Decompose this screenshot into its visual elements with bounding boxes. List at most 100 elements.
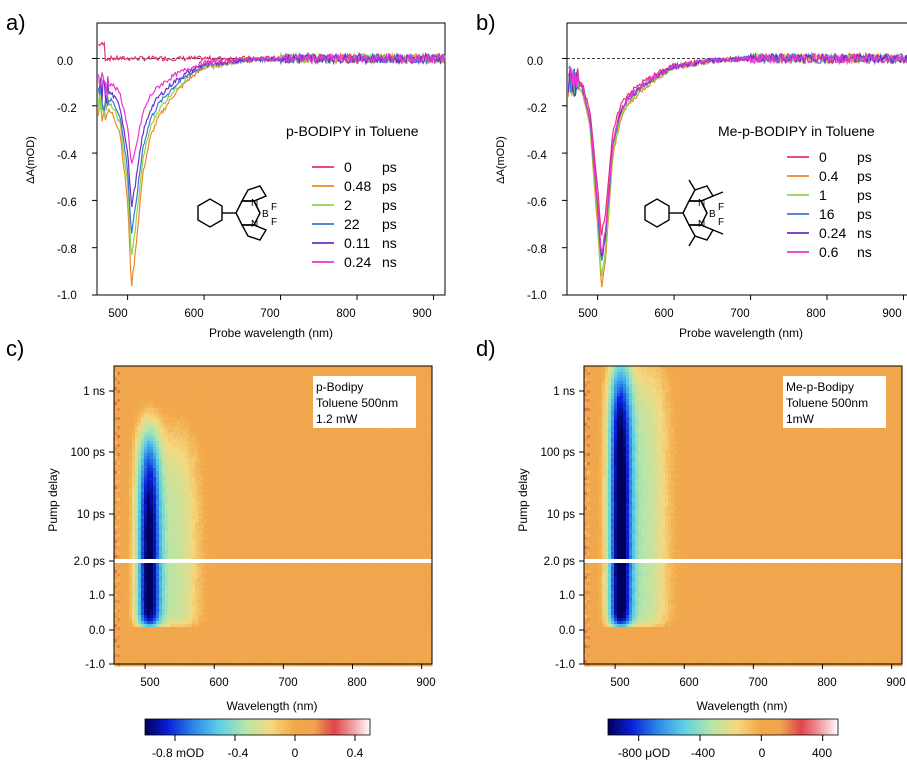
x-tick-a-3: 800 bbox=[336, 308, 355, 320]
heatmap-cell-c bbox=[147, 384, 150, 387]
heatmap-cell-c bbox=[336, 465, 339, 468]
heatmap-cell-c bbox=[117, 468, 120, 471]
heatmap-cell-c bbox=[165, 411, 168, 414]
heatmap-cell-c bbox=[417, 483, 420, 486]
heatmap-cell-c bbox=[114, 438, 117, 441]
heatmap-cell-c bbox=[213, 429, 216, 432]
heatmap-cell-c bbox=[375, 366, 378, 369]
heatmap-cell-c bbox=[120, 486, 123, 489]
heatmap-cell-c bbox=[204, 429, 207, 432]
heatmap-cell-c bbox=[297, 450, 300, 453]
heatmap-cell-c bbox=[132, 483, 135, 486]
heatmap-cell-c bbox=[174, 426, 177, 429]
heatmap-cell-c bbox=[345, 495, 348, 498]
heatmap-cell-c bbox=[291, 417, 294, 420]
heatmap-cell-c bbox=[297, 477, 300, 480]
heatmap-cell-c bbox=[297, 501, 300, 504]
heatmap-cell-c bbox=[282, 474, 285, 477]
heatmap-cell-c bbox=[375, 471, 378, 474]
heatmap-cell-c bbox=[339, 444, 342, 447]
heatmap-cell-c bbox=[225, 432, 228, 435]
heatmap-cell-c bbox=[357, 429, 360, 432]
heatmap-cell-c bbox=[231, 375, 234, 378]
heatmap-cell-c bbox=[258, 390, 261, 393]
heatmap-cell-c bbox=[279, 387, 282, 390]
heatmap-cell-c bbox=[234, 396, 237, 399]
heatmap-cell-c bbox=[168, 480, 171, 483]
heatmap-cell-c bbox=[207, 369, 210, 372]
heatmap-cell-c bbox=[156, 456, 159, 459]
y-tick-a-1: -0.2 bbox=[57, 103, 77, 115]
heatmap-cell-c bbox=[195, 447, 198, 450]
heatmap-cell-c bbox=[228, 378, 231, 381]
heatmap-cell-c bbox=[207, 447, 210, 450]
heatmap-cell-c bbox=[285, 405, 288, 408]
heatmap-cell-c bbox=[231, 474, 234, 477]
heatmap-cell-c bbox=[393, 429, 396, 432]
heatmap-cell-c bbox=[396, 498, 399, 501]
heatmap-cell-c bbox=[360, 435, 363, 438]
heatmap-cell-c bbox=[120, 471, 123, 474]
heatmap-cell-c bbox=[249, 444, 252, 447]
heatmap-cell-c bbox=[138, 450, 141, 453]
heatmap-cell-c bbox=[237, 495, 240, 498]
heatmap-cell-c bbox=[360, 489, 363, 492]
heatmap-cell-c bbox=[330, 444, 333, 447]
heatmap-cell-c bbox=[420, 474, 423, 477]
heatmap-cell-c bbox=[384, 459, 387, 462]
heatmap-cell-c bbox=[162, 453, 165, 456]
heatmap-cell-c bbox=[228, 387, 231, 390]
heatmap-cell-c bbox=[276, 414, 279, 417]
heatmap-cell-c bbox=[381, 438, 384, 441]
heatmap-cell-c bbox=[348, 369, 351, 372]
heatmap-cell-c bbox=[351, 456, 354, 459]
heatmap-cell-c bbox=[336, 471, 339, 474]
heatmap-cell-c bbox=[270, 453, 273, 456]
heatmap-cell-c bbox=[282, 435, 285, 438]
y-tick-a-0: 0.0 bbox=[57, 56, 73, 68]
heatmap-cell-c bbox=[135, 486, 138, 489]
heatmap-cell-c bbox=[348, 447, 351, 450]
heatmap-cell-c bbox=[372, 441, 375, 444]
legend-unit-b-1: ps bbox=[857, 168, 872, 184]
heatmap-cell-c bbox=[153, 438, 156, 441]
heatmap-cell-c bbox=[177, 501, 180, 504]
heatmap-cell-c bbox=[324, 444, 327, 447]
heatmap-cell-c bbox=[240, 393, 243, 396]
heatmap-cell-c bbox=[378, 453, 381, 456]
heatmap-cell-c bbox=[393, 477, 396, 480]
heatmap-cell-c bbox=[150, 438, 153, 441]
heatmap-cell-c bbox=[252, 408, 255, 411]
heatmap-cell-c bbox=[327, 492, 330, 495]
heatmap-cell-c bbox=[192, 441, 195, 444]
heatmap-cell-c bbox=[153, 432, 156, 435]
heatmap-cell-c bbox=[216, 414, 219, 417]
heatmap-cell-c bbox=[180, 474, 183, 477]
heatmap-cell-c bbox=[351, 471, 354, 474]
x-tick-a-4: 900 bbox=[412, 308, 431, 320]
heatmap-cell-c bbox=[396, 495, 399, 498]
heatmap-cell-c bbox=[282, 453, 285, 456]
heatmap-cell-c bbox=[417, 396, 420, 399]
heatmap-cell-c bbox=[345, 441, 348, 444]
heatmap-cell-c bbox=[144, 366, 147, 369]
heatmap-cell-c bbox=[168, 372, 171, 375]
heatmap-cell-c bbox=[315, 483, 318, 486]
heatmap-cell-c bbox=[240, 450, 243, 453]
heatmap-cell-c bbox=[315, 495, 318, 498]
heatmap-cell-c bbox=[366, 474, 369, 477]
heatmap-cell-c bbox=[267, 486, 270, 489]
heatmap-cell-c bbox=[258, 474, 261, 477]
heatmap-cell-c bbox=[300, 417, 303, 420]
heatmap-cell-c bbox=[144, 465, 147, 468]
heatmap-cell-c bbox=[201, 426, 204, 429]
heatmap-cell-c bbox=[189, 429, 192, 432]
heatmap-cell-c bbox=[426, 441, 429, 444]
heatmap-cell-c bbox=[387, 444, 390, 447]
heatmap-cell-c bbox=[210, 432, 213, 435]
heatmap-cell-c bbox=[273, 384, 276, 387]
heatmap-cell-c bbox=[366, 441, 369, 444]
heatmap-cell-c bbox=[327, 432, 330, 435]
heatmap-cell-c bbox=[135, 450, 138, 453]
heatmap-cell-c bbox=[255, 441, 258, 444]
